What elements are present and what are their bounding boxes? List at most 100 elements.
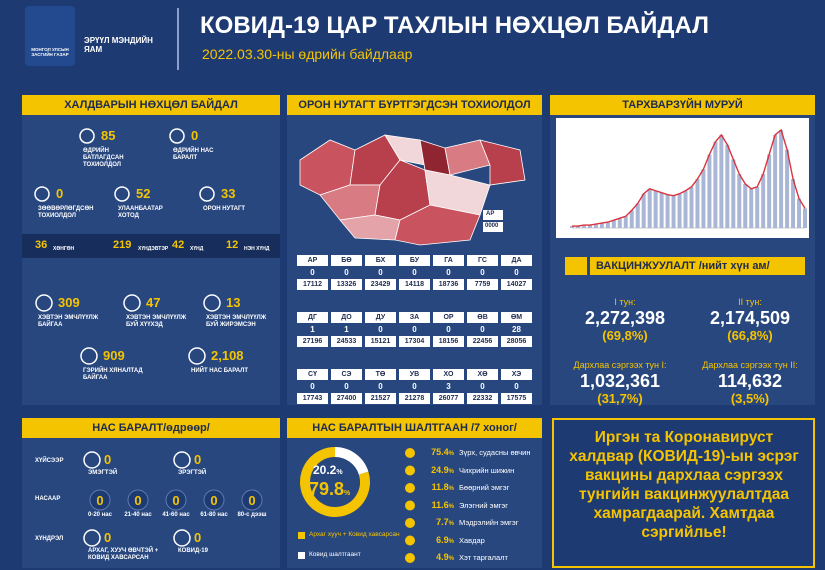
region-daily: 0 xyxy=(412,268,417,277)
severity-label: ХӨНГӨН xyxy=(53,246,75,252)
region-code: ДГ xyxy=(297,312,328,323)
region-code: ДА xyxy=(501,255,532,266)
region-total: 22332 xyxy=(467,393,498,404)
death-label: 61-80 нас xyxy=(200,512,228,518)
curve-bar xyxy=(593,224,598,228)
donut-segment xyxy=(334,447,369,475)
map xyxy=(299,134,526,246)
dose-value: 2,174,509 xyxy=(709,308,791,328)
cause-icon xyxy=(405,500,415,511)
donut-value: 20.2% xyxy=(313,463,343,477)
region-total: 14027 xyxy=(501,279,532,290)
unit: % xyxy=(448,503,454,510)
severity-value: 219 xyxy=(113,239,132,251)
map-region xyxy=(479,139,526,186)
curve-bar xyxy=(665,194,670,228)
icon xyxy=(188,347,206,365)
curve-bar xyxy=(725,144,730,228)
region-daily: 0 xyxy=(344,382,349,391)
cause-value: 75.4% xyxy=(431,447,454,457)
curve-bar xyxy=(689,186,694,228)
curve-bar xyxy=(683,190,688,228)
icon xyxy=(173,529,191,547)
region-total: 17112 xyxy=(297,279,328,290)
care-value: 909 xyxy=(103,348,125,363)
message: Иргэн та Коронавируст халдвар (КОВИД-19)… xyxy=(569,429,799,541)
curve-bar xyxy=(605,222,610,228)
region-code: ХЭ xyxy=(501,369,532,380)
logo-text: МОНГОЛ УЛСЫН ЗАСГИЙН ГАЗАР xyxy=(31,47,69,57)
region-daily: 0 xyxy=(344,268,349,277)
death-label: 41-60 нас xyxy=(162,512,190,518)
region-code: СЭ xyxy=(331,369,362,380)
unit: % xyxy=(344,490,351,497)
region-code: АР xyxy=(297,255,328,266)
curve-line xyxy=(572,128,806,227)
care-label: ГЭРИЙН ХЯНАЛТАД БАЙГАА xyxy=(83,368,143,381)
death-value: 0 xyxy=(194,452,202,467)
legend-cell xyxy=(483,222,503,232)
stat-value: 33 xyxy=(221,186,236,201)
icon xyxy=(79,128,95,144)
region-total: 17743 xyxy=(297,393,328,404)
region-total: 15121 xyxy=(365,336,396,347)
region-total: 26077 xyxy=(433,393,464,404)
severity-value: 36 xyxy=(35,239,48,251)
curve-bar xyxy=(611,220,616,228)
region-code: ОР xyxy=(433,312,464,323)
dose-label: Дархлаа сэргээх тун I: xyxy=(573,360,667,370)
icon xyxy=(169,128,185,144)
cause-icon xyxy=(405,553,415,563)
dose-percent: (69,8%) xyxy=(602,328,648,343)
stat-label: УЛААНБААТАР ХОТОД xyxy=(118,206,163,219)
curve-bar xyxy=(587,225,592,228)
stat-value: 0 xyxy=(191,128,199,143)
icon xyxy=(203,294,221,312)
cause-label: Элэгний эмгэг xyxy=(459,500,508,510)
severity-value: 12 xyxy=(226,239,239,251)
curve-bar xyxy=(701,169,706,228)
region-daily: 0 xyxy=(378,325,383,334)
curve-bar xyxy=(623,216,628,228)
curve-bar xyxy=(797,198,802,228)
curve-bar xyxy=(575,226,580,228)
curve-bar xyxy=(755,186,760,228)
region-code: ДО xyxy=(331,312,362,323)
stat-label: ӨДРИЙН НАС БАРАЛТ xyxy=(173,148,214,161)
region-total: 18736 xyxy=(433,279,464,290)
curve-bar xyxy=(791,179,796,228)
death-value: 0 xyxy=(210,493,218,508)
region-code: СҮ xyxy=(297,369,328,380)
stat-value: 85 xyxy=(101,128,116,143)
death-value: 0 xyxy=(104,530,112,545)
region-code: ХӨ xyxy=(467,369,498,380)
death-value: 0 xyxy=(248,493,256,508)
age-circle xyxy=(203,489,225,511)
subtitle: 2022.03.30-ны өдрийн байдлаар xyxy=(202,46,413,62)
region-daily: 0 xyxy=(446,325,451,334)
causes-panel xyxy=(287,418,542,568)
curve-bar xyxy=(671,195,676,228)
icon xyxy=(80,347,98,365)
region-total: 18156 xyxy=(433,336,464,347)
panel-title: ХАЛДВАРЫН НӨХЦӨЛ БАЙДАЛ xyxy=(22,95,280,115)
care-label: ХЭВТЭН ЭМЧЛҮҮЛЖ БУЙ ЖИРЭМСЭН xyxy=(206,315,267,328)
legend-cell xyxy=(483,210,503,220)
region-code: ӨМ xyxy=(501,312,532,323)
group-label: НАСААР xyxy=(35,496,61,502)
cause-label: Зүрх, судасны өвчин xyxy=(459,448,531,457)
region-code: ХО xyxy=(433,369,464,380)
region-daily: 0 xyxy=(310,382,315,391)
logo xyxy=(25,6,75,66)
cause-label: Бөөрний эмгэг xyxy=(459,483,510,492)
curve-bar xyxy=(761,174,766,228)
death-value: 0 xyxy=(96,493,104,508)
region-daily: 0 xyxy=(514,382,519,391)
care-value: 13 xyxy=(226,295,241,310)
dose-label: II тун: xyxy=(738,297,762,307)
severity-label: ХҮНД xyxy=(190,246,204,252)
death-label: КОВИД-19 xyxy=(178,548,208,554)
region-code: БӨ xyxy=(331,255,362,266)
curve-bar xyxy=(629,210,634,228)
